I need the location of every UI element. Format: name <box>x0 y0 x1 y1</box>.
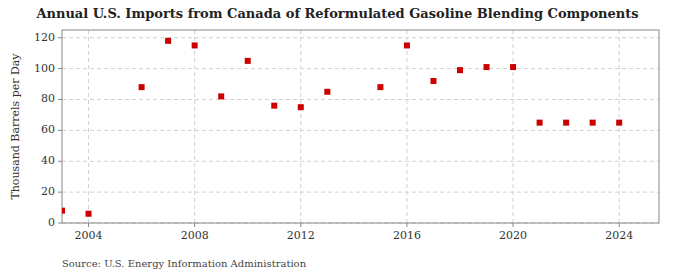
x-grid-line <box>406 30 407 223</box>
point <box>457 67 463 73</box>
point <box>192 42 198 48</box>
y-tick <box>58 223 62 224</box>
point <box>245 58 251 64</box>
chart-container: 0 20 40 60 80 100 120 2004 2008 2012 2016 2020 2024 A… <box>0 0 675 275</box>
point <box>590 120 596 126</box>
y-tick-label: 0 <box>48 216 55 229</box>
y-tick <box>58 192 62 193</box>
point <box>324 89 330 95</box>
points <box>62 38 622 217</box>
point <box>484 64 490 70</box>
y-tick-label: 20 <box>41 185 55 198</box>
x-tick <box>194 223 195 227</box>
y-tick-label: 100 <box>34 62 55 75</box>
point <box>139 84 145 90</box>
point <box>510 64 516 70</box>
y-grid-line <box>62 130 659 131</box>
y-tick <box>58 68 62 69</box>
x-tick <box>406 223 407 227</box>
y-tick <box>58 37 62 38</box>
y-grid-line <box>62 161 659 162</box>
x-grid-line <box>300 30 301 223</box>
point <box>563 120 569 126</box>
x-tick <box>619 223 620 227</box>
point <box>404 42 410 48</box>
chart: 0 20 40 60 80 100 120 2004 2008 2012 2016 2020 2024 A… <box>0 0 675 275</box>
y-tick-label: 80 <box>41 92 55 105</box>
point <box>616 120 622 126</box>
plot-frame <box>62 30 659 223</box>
y-tick <box>58 161 62 162</box>
point <box>537 120 543 126</box>
y-grid-line <box>62 37 659 38</box>
y-tick-label: 60 <box>41 123 55 136</box>
title: Annual U.S. Imports from Canada of Refor… <box>35 6 638 21</box>
x-grid-line <box>88 30 89 223</box>
y-grid-line <box>62 192 659 193</box>
point <box>62 208 65 214</box>
y-grid-line <box>62 99 659 100</box>
grid <box>62 30 659 223</box>
x-grid-line <box>619 30 620 223</box>
x-grid-line <box>513 30 514 223</box>
point <box>377 84 383 90</box>
point <box>218 93 224 99</box>
background <box>0 0 675 275</box>
x-tick-label: 2016 <box>393 229 421 242</box>
point <box>298 104 304 110</box>
point <box>165 38 171 44</box>
x-tick-label: 2012 <box>287 229 315 242</box>
x-tick-label: 2024 <box>605 229 633 242</box>
y-tick <box>58 130 62 131</box>
x-tick-label: 2008 <box>181 229 209 242</box>
y-grid-line <box>62 68 659 69</box>
point <box>271 103 277 109</box>
x-tick-label: 2004 <box>75 229 103 242</box>
y-tick-label: 120 <box>34 31 55 44</box>
x-grid-line <box>194 30 195 223</box>
point <box>86 211 92 217</box>
x-tick <box>300 223 301 227</box>
x-tick <box>88 223 89 227</box>
y-tick-label: 40 <box>41 154 55 167</box>
x-tick <box>513 223 514 227</box>
y-tick <box>58 99 62 100</box>
y-axis-label: Thousand Barrels per Day <box>9 53 22 200</box>
axes: 0 20 40 60 80 100 120 2004 2008 2012 2016 2020 2024 <box>34 31 633 242</box>
source-note: Source: U.S. Energy Information Administ… <box>62 258 307 269</box>
x-tick-label: 2020 <box>499 229 527 242</box>
point <box>430 78 436 84</box>
